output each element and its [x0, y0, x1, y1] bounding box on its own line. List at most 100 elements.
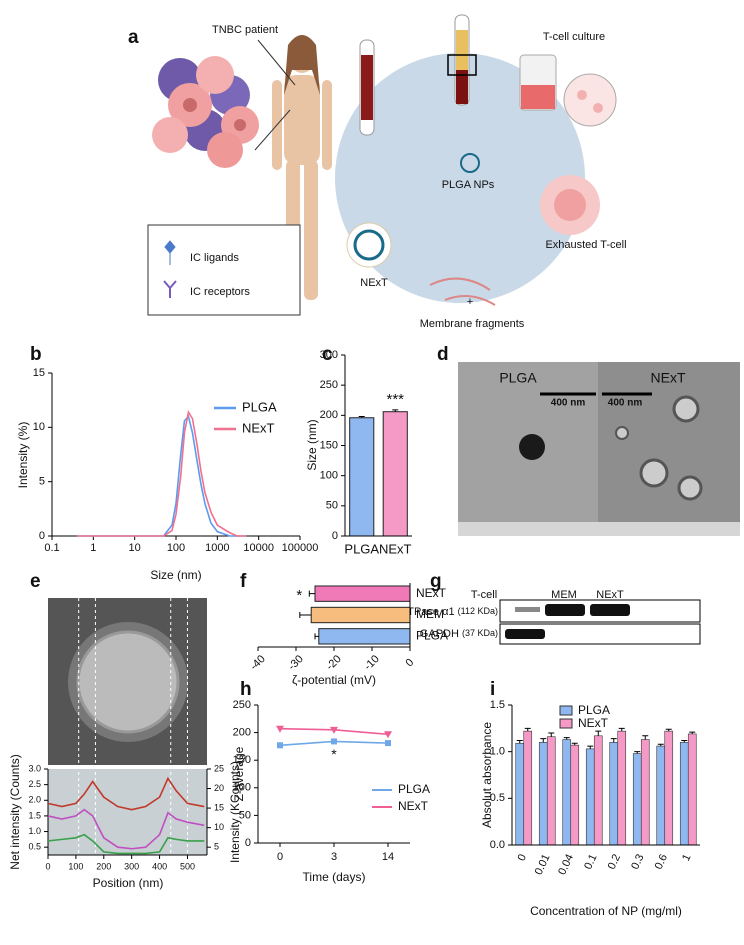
axis-title: Net intensity (Counts)	[8, 754, 22, 869]
y-tick-label: 250	[320, 379, 338, 391]
panel-label: d	[437, 344, 449, 365]
legend-text: PLGA	[242, 399, 277, 414]
bar	[640, 739, 650, 846]
panel-label: b	[30, 344, 42, 365]
panel-label: h	[240, 679, 252, 700]
label: T-cell culture	[543, 31, 605, 43]
scale-bar-label: 400 nm	[608, 398, 643, 409]
y-tick-label: 15	[214, 802, 224, 812]
y-tick-label: 300	[320, 349, 338, 361]
y-tick-label: 200	[320, 409, 338, 421]
error-bar	[358, 416, 365, 418]
legend-text: NExT	[398, 799, 429, 813]
marker	[277, 742, 283, 749]
y-tick-label: 3.0	[28, 763, 41, 773]
panel-label: e	[30, 571, 41, 592]
x-tick-label: 0.04	[556, 852, 576, 876]
error-bar	[524, 727, 531, 732]
error-bar	[657, 743, 664, 747]
error-bar	[314, 633, 319, 640]
legend-text: IC receptors	[190, 286, 250, 298]
y-tick-label: 150	[320, 439, 338, 451]
tem-image	[48, 598, 207, 855]
y-tick-label: 0.5	[490, 792, 505, 804]
x-tick-label: -20	[324, 653, 344, 673]
bar	[318, 628, 411, 645]
y-tick-label: 25	[214, 763, 224, 773]
y-tick-label: 150	[233, 754, 251, 766]
x-tick-label: PLGA	[344, 541, 379, 556]
marker	[276, 725, 284, 733]
bar	[664, 730, 674, 846]
panel-label: f	[240, 571, 247, 592]
cycle	[335, 53, 585, 303]
y-tick-label: PLGA	[416, 629, 448, 643]
axis-title: Size (nm)	[150, 568, 201, 582]
axis-title: Size (nm)	[305, 419, 319, 470]
x-tick-label: 10	[129, 542, 141, 554]
legend-swatch	[559, 718, 573, 729]
panel-label: a	[128, 27, 139, 48]
legend-text: NExT	[578, 716, 609, 730]
bar	[538, 742, 548, 846]
bar	[656, 745, 666, 846]
axis-title: Intensity (%)	[16, 422, 30, 489]
label: NExT	[360, 277, 388, 289]
bar	[687, 733, 697, 846]
y-tick-label: 0	[245, 837, 251, 849]
y-tick-label: 50	[326, 500, 338, 512]
panel-label: g	[430, 571, 442, 592]
x-tick-label: 100	[68, 861, 83, 871]
y-tick-label: 10	[214, 822, 224, 832]
error-bar	[548, 732, 555, 737]
annotation: ***	[386, 391, 404, 408]
error-bar	[642, 735, 649, 740]
y-tick-label: 100	[233, 782, 251, 794]
y-tick-label: 100	[320, 470, 338, 482]
x-tick-label: 200	[96, 861, 111, 871]
y-tick-label: 1.0	[28, 826, 41, 836]
diagram	[147, 14, 617, 316]
y-tick-label: 5	[214, 842, 219, 852]
axis-title: Position (nm)	[93, 876, 164, 890]
panel-label: i	[490, 679, 495, 700]
tumor	[152, 56, 259, 168]
bar	[382, 411, 408, 537]
lane-label: T-cell	[471, 589, 497, 601]
bar	[546, 736, 556, 846]
bar	[679, 742, 689, 846]
row-label: ATPase α1 (112 KDa)	[401, 606, 498, 618]
image-label: NExT	[651, 370, 686, 386]
axis-title: Concentration of NP (mg/ml)	[530, 904, 682, 918]
x-tick-label: 0	[45, 861, 50, 871]
series-line	[47, 808, 205, 850]
x-tick-label: 14	[382, 851, 394, 863]
axis-title: Time (days)	[303, 870, 366, 884]
error-bar	[587, 745, 594, 749]
error-bar	[299, 612, 312, 618]
bar	[523, 730, 533, 846]
x-tick-label: -10	[362, 653, 382, 673]
y-tick-label: NExT	[416, 586, 447, 600]
marker	[331, 738, 337, 745]
x-tick-label: 100000	[282, 542, 319, 554]
series-line	[76, 409, 247, 537]
marker	[385, 740, 391, 747]
series-line	[47, 833, 205, 855]
error-bar	[563, 737, 570, 740]
x-tick-label: 0	[516, 852, 529, 863]
label: TNBC patient	[212, 24, 278, 36]
error-bar	[634, 751, 641, 754]
y-tick-label: 1.0	[490, 746, 505, 758]
x-tick-label: 300	[124, 861, 139, 871]
x-tick-label: 10000	[243, 542, 274, 554]
label: Exhausted T-cell	[545, 239, 626, 251]
size: (37 KDa)	[462, 628, 498, 638]
bar	[632, 753, 642, 846]
y-tick-label: 2.0	[28, 795, 41, 805]
bar	[515, 742, 525, 846]
x-tick-label: -30	[286, 653, 306, 673]
protein: GAPDH	[420, 628, 459, 640]
axis-title: Z-average	[232, 746, 246, 801]
panel-label: c	[322, 344, 333, 365]
